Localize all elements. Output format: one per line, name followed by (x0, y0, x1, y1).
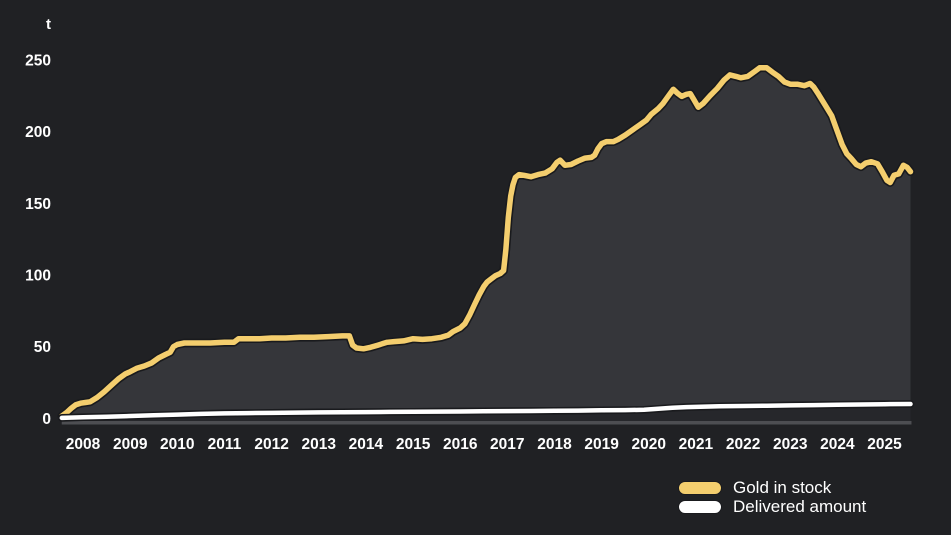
x-axis-tick-labels: 2008 2009 2010 2011 2012 2013 2014 2015 2016 2017… (66, 436, 902, 453)
chart-series-lines (57, 63, 915, 422)
x-tick-2014: 2014 (349, 436, 384, 453)
x-tick-2015: 2015 (396, 436, 431, 453)
area-fill-gold (61, 67, 911, 425)
legend-label-gold-in-stock: Gold in stock (733, 478, 832, 497)
x-axis-baseline (61, 421, 912, 425)
x-tick-2024: 2024 (820, 436, 855, 453)
x-tick-2013: 2013 (302, 436, 337, 453)
series-line-gold-in-stock (59, 65, 914, 419)
y-tick-50: 50 (34, 339, 51, 356)
x-tick-2011: 2011 (208, 436, 242, 453)
x-tick-2010: 2010 (160, 436, 194, 453)
series-line-delivered-amount (59, 401, 913, 421)
y-axis-tick-labels: 0 50 100 150 200 250 (25, 52, 51, 427)
axis-baseline (61, 421, 912, 425)
x-tick-2008: 2008 (66, 436, 101, 453)
chart-legend: Gold in stock Delivered amount (678, 478, 867, 516)
x-tick-2012: 2012 (254, 436, 288, 453)
chart-area-fills (61, 67, 911, 425)
y-tick-100: 100 (25, 267, 51, 284)
x-tick-2021: 2021 (679, 436, 714, 453)
x-tick-2017: 2017 (490, 436, 524, 453)
x-tick-2019: 2019 (584, 436, 619, 453)
x-tick-2009: 2009 (113, 436, 148, 453)
legend-item-delivered-amount[interactable]: Delivered amount (678, 497, 867, 516)
delivered-series-swatch-icon (678, 499, 722, 514)
x-tick-2025: 2025 (867, 436, 902, 453)
x-tick-2018: 2018 (537, 436, 572, 453)
x-tick-2016: 2016 (443, 436, 478, 453)
y-tick-150: 150 (25, 196, 51, 213)
legend-label-delivered-amount: Delivered amount (733, 497, 867, 516)
gold-series-swatch-icon (678, 480, 722, 495)
x-tick-2023: 2023 (773, 436, 808, 453)
y-tick-200: 200 (25, 124, 51, 141)
legend-item-gold-in-stock[interactable]: Gold in stock (678, 478, 866, 497)
y-tick-0: 0 (42, 411, 51, 428)
x-tick-2020: 2020 (632, 436, 666, 453)
y-tick-250: 250 (25, 52, 51, 69)
y-axis-unit-label: t (46, 16, 51, 33)
x-tick-2022: 2022 (726, 436, 760, 453)
